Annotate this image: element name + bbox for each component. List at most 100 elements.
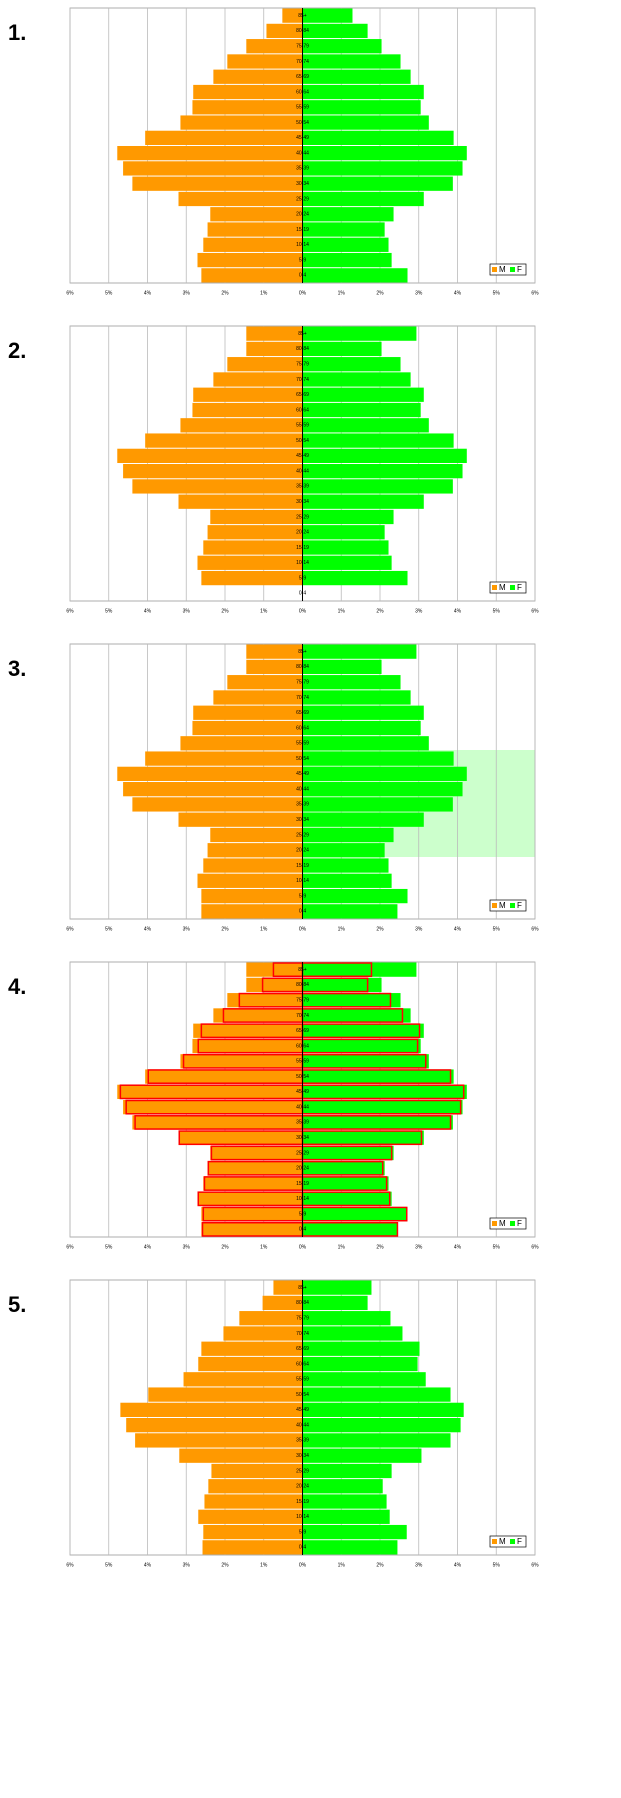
bar bbox=[302, 1418, 461, 1433]
category-label: 80-84 bbox=[296, 346, 309, 352]
category-label: 25-29 bbox=[296, 196, 309, 202]
bar bbox=[246, 644, 303, 659]
category-label: 45-49 bbox=[296, 771, 309, 777]
bar bbox=[207, 843, 303, 858]
x-tick-label: 3% bbox=[415, 290, 423, 296]
bar bbox=[302, 115, 429, 130]
category-label: 85+ bbox=[298, 13, 307, 19]
bar bbox=[302, 1387, 451, 1402]
x-tick-label: 6% bbox=[531, 608, 539, 614]
bar bbox=[117, 146, 303, 161]
bar bbox=[210, 827, 303, 843]
x-tick-label: 6% bbox=[66, 290, 74, 296]
category-label: 5-9 bbox=[299, 893, 306, 899]
x-tick-label: 1% bbox=[338, 1562, 346, 1568]
overlay-bar bbox=[301, 1160, 384, 1176]
bar bbox=[302, 644, 417, 659]
category-label: 25-29 bbox=[296, 1468, 309, 1474]
x-tick-label: 5% bbox=[105, 608, 113, 614]
x-tick-label: 1% bbox=[260, 926, 268, 932]
bar bbox=[302, 690, 411, 705]
x-tick-label: 6% bbox=[66, 1562, 74, 1568]
x-tick-label: 4% bbox=[454, 1562, 462, 1568]
overlay-bar bbox=[202, 1206, 304, 1222]
x-tick-label: 0% bbox=[299, 926, 307, 932]
overlay-bar bbox=[301, 1053, 427, 1069]
bar bbox=[193, 705, 303, 720]
bar bbox=[302, 1494, 387, 1509]
x-tick-label: 0% bbox=[299, 608, 307, 614]
bar bbox=[302, 782, 463, 797]
category-label: 10-14 bbox=[296, 1514, 309, 1520]
x-tick-label: 1% bbox=[260, 608, 268, 614]
legend-swatch bbox=[492, 1539, 497, 1544]
bar bbox=[273, 1280, 303, 1295]
bar bbox=[302, 268, 408, 283]
category-label: 75-79 bbox=[296, 362, 309, 368]
category-label: 75-79 bbox=[296, 998, 309, 1004]
category-label: 15-19 bbox=[296, 1499, 309, 1505]
bar bbox=[302, 827, 394, 843]
bar bbox=[302, 146, 467, 161]
bar bbox=[203, 540, 303, 555]
bar bbox=[120, 1402, 303, 1417]
bar bbox=[302, 1372, 426, 1387]
overlay-bar bbox=[222, 1008, 304, 1023]
x-tick-label: 6% bbox=[531, 926, 539, 932]
category-label: 50-54 bbox=[296, 120, 309, 126]
bar bbox=[223, 1326, 303, 1341]
x-tick-label: 4% bbox=[454, 1244, 462, 1250]
bar bbox=[302, 1280, 372, 1295]
x-tick-label: 3% bbox=[415, 1244, 423, 1250]
bar bbox=[178, 191, 303, 207]
bar bbox=[302, 1295, 368, 1311]
bar bbox=[302, 252, 392, 268]
legend-swatch bbox=[492, 267, 497, 272]
category-label: 60-64 bbox=[296, 407, 309, 413]
bar bbox=[302, 1524, 407, 1540]
legend-box bbox=[489, 581, 527, 594]
category-label: 30-34 bbox=[296, 499, 309, 505]
legend-label: M bbox=[499, 1537, 506, 1546]
legend-label: F bbox=[517, 583, 522, 592]
x-tick-label: 2% bbox=[376, 1562, 384, 1568]
category-label: 35-39 bbox=[296, 1120, 309, 1126]
category-label: 80-84 bbox=[296, 982, 309, 988]
bar bbox=[208, 1479, 303, 1494]
bar bbox=[302, 720, 421, 736]
category-label: 15-19 bbox=[296, 545, 309, 551]
category-label: 10-14 bbox=[296, 242, 309, 248]
bar bbox=[302, 479, 453, 494]
bar bbox=[302, 1540, 398, 1555]
category-label: 75-79 bbox=[296, 1316, 309, 1322]
chart-title: 5. bbox=[8, 1292, 26, 1317]
bar bbox=[207, 222, 303, 237]
bar bbox=[302, 448, 467, 463]
category-label: 50-54 bbox=[296, 1074, 309, 1080]
bar bbox=[302, 1341, 420, 1356]
category-label: 15-19 bbox=[296, 227, 309, 233]
legend-label: M bbox=[499, 583, 506, 592]
overlay-bar bbox=[207, 1160, 304, 1176]
category-label: 60-64 bbox=[296, 1361, 309, 1367]
category-label: 40-44 bbox=[296, 468, 309, 474]
bar bbox=[123, 782, 303, 797]
bar bbox=[302, 191, 424, 207]
legend-swatch bbox=[510, 1221, 515, 1226]
category-label: 70-74 bbox=[296, 1013, 309, 1019]
bar bbox=[302, 372, 411, 387]
category-label: 70-74 bbox=[296, 377, 309, 383]
bar bbox=[117, 448, 303, 463]
x-tick-label: 4% bbox=[144, 926, 152, 932]
bar bbox=[210, 207, 303, 222]
x-tick-label: 1% bbox=[338, 608, 346, 614]
bar bbox=[302, 570, 408, 586]
category-label: 20-24 bbox=[296, 848, 309, 854]
category-label: 40-44 bbox=[296, 150, 309, 156]
category-label: 85+ bbox=[298, 1285, 307, 1291]
category-label: 70-74 bbox=[296, 59, 309, 65]
bar bbox=[302, 494, 424, 509]
bar bbox=[201, 570, 303, 586]
bar bbox=[201, 1341, 303, 1356]
x-tick-label: 5% bbox=[493, 290, 501, 296]
